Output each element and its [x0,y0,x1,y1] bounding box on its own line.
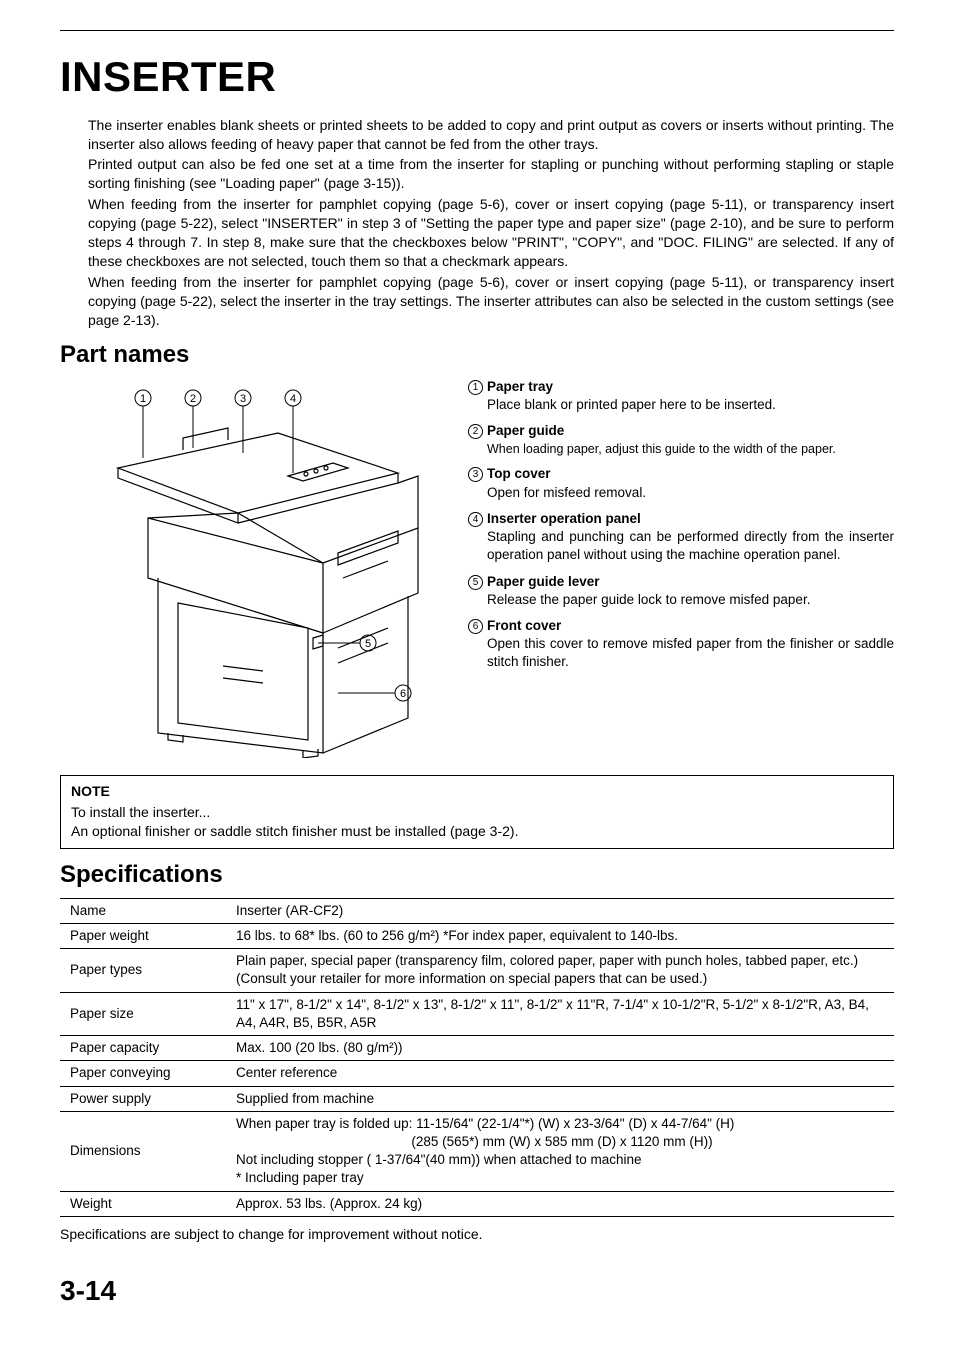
spec-key: Paper capacity [60,1036,230,1061]
spec-key: Paper conveying [60,1061,230,1086]
parts-row: 1 2 3 4 5 6 [88,378,894,763]
spec-table: NameInserter (AR-CF2)Paper weight16 lbs.… [60,898,894,1217]
page-title: INSERTER [60,49,894,106]
part-item: 3 Top cover Open for misfeed removal. [468,465,894,501]
part-desc: Release the paper guide lock to remove m… [487,591,894,609]
table-row: WeightApprox. 53 lbs. (Approx. 24 kg) [60,1191,894,1216]
note-line2: An optional finisher or saddle stitch fi… [71,822,883,841]
spec-key: Paper size [60,992,230,1035]
table-row: DimensionsWhen paper tray is folded up: … [60,1111,894,1191]
spec-value: Plain paper, special paper (transparency… [230,949,894,992]
svg-text:6: 6 [400,688,406,700]
spec-key: Power supply [60,1086,230,1111]
svg-text:5: 5 [365,638,371,650]
top-rule [60,30,894,31]
spec-table-wrap: NameInserter (AR-CF2)Paper weight16 lbs.… [60,898,894,1217]
intro-p2: Printed output can also be fed one set a… [88,155,894,193]
spec-value: Supplied from machine [230,1086,894,1111]
part-title: Paper tray [487,378,894,396]
spec-value: Max. 100 (20 lbs. (80 g/m²)) [230,1036,894,1061]
diagram-column: 1 2 3 4 5 6 [88,378,448,763]
parts-descriptions: 1 Paper tray Place blank or printed pape… [468,378,894,763]
page-number: 3-14 [60,1272,894,1310]
part-title: Paper guide lever [487,573,894,591]
spec-key: Paper weight [60,924,230,949]
note-label: NOTE [71,782,883,801]
part-desc: Stapling and punching can be performed d… [487,528,894,564]
part-desc: Place blank or printed paper here to be … [487,396,894,414]
part-item: 5 Paper guide lever Release the paper gu… [468,573,894,609]
note-line1: To install the inserter... [71,803,883,822]
intro-p1: The inserter enables blank sheets or pri… [88,116,894,154]
spec-value: When paper tray is folded up: 11-15/64" … [230,1111,894,1191]
part-desc: When loading paper, adjust this guide to… [487,441,894,458]
parts-heading: Part names [60,339,894,371]
table-row: Paper weight16 lbs. to 68* lbs. (60 to 2… [60,924,894,949]
spec-value: Inserter (AR-CF2) [230,898,894,923]
spec-value: Approx. 53 lbs. (Approx. 24 kg) [230,1191,894,1216]
table-row: Paper typesPlain paper, special paper (t… [60,949,894,992]
part-item: 2 Paper guide When loading paper, adjust… [468,422,894,457]
svg-text:4: 4 [290,393,296,405]
spec-tbody: NameInserter (AR-CF2)Paper weight16 lbs.… [60,898,894,1216]
part-number: 2 [468,424,483,439]
part-number: 3 [468,467,483,482]
svg-text:1: 1 [140,393,146,405]
table-row: Paper capacityMax. 100 (20 lbs. (80 g/m²… [60,1036,894,1061]
part-desc: Open for misfeed removal. [487,484,894,502]
part-number: 5 [468,575,483,590]
part-item: 4 Inserter operation panel Stapling and … [468,510,894,565]
table-row: Power supplySupplied from machine [60,1086,894,1111]
spec-value: 16 lbs. to 68* lbs. (60 to 256 g/m²) *Fo… [230,924,894,949]
part-title: Top cover [487,465,894,483]
part-title: Inserter operation panel [487,510,894,528]
intro-block: The inserter enables blank sheets or pri… [88,116,894,330]
part-number: 6 [468,619,483,634]
spec-key: Name [60,898,230,923]
part-number: 1 [468,380,483,395]
spec-footnote: Specifications are subject to change for… [60,1225,894,1244]
part-item: 1 Paper tray Place blank or printed pape… [468,378,894,414]
spec-key: Paper types [60,949,230,992]
inserter-diagram: 1 2 3 4 5 6 [88,378,448,758]
part-title: Paper guide [487,422,894,440]
spec-key: Dimensions [60,1111,230,1191]
svg-text:3: 3 [240,393,246,405]
spec-value: Center reference [230,1061,894,1086]
part-title: Front cover [487,617,894,635]
intro-p3: When feeding from the inserter for pamph… [88,195,894,271]
table-row: NameInserter (AR-CF2) [60,898,894,923]
spec-value: 11" x 17", 8-1/2" x 14", 8-1/2" x 13", 8… [230,992,894,1035]
spec-key: Weight [60,1191,230,1216]
intro-p4: When feeding from the inserter for pamph… [88,273,894,330]
part-item: 6 Front cover Open this cover to remove … [468,617,894,672]
svg-text:2: 2 [190,393,196,405]
spec-heading: Specifications [60,859,894,891]
part-desc: Open this cover to remove misfed paper f… [487,635,894,671]
table-row: Paper conveyingCenter reference [60,1061,894,1086]
table-row: Paper size11" x 17", 8-1/2" x 14", 8-1/2… [60,992,894,1035]
note-box: NOTE To install the inserter... An optio… [60,775,894,850]
part-number: 4 [468,512,483,527]
